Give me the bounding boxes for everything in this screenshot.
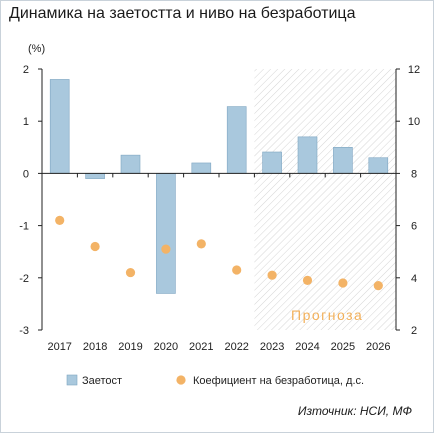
unemployment-point xyxy=(232,265,242,275)
x-tick-label: 2024 xyxy=(295,341,319,353)
bar xyxy=(49,79,70,174)
unemployment-point xyxy=(161,244,171,254)
x-tick-label: 2025 xyxy=(331,341,355,353)
legend-label-unemployment: Коефициент на безработица, д.с. xyxy=(193,375,364,387)
x-tick-label: 2021 xyxy=(189,341,213,353)
right-tick-label: 10 xyxy=(408,116,420,128)
x-tick-label: 2017 xyxy=(47,341,71,353)
unemployment-point xyxy=(373,281,383,291)
unemployment-point xyxy=(125,267,136,278)
source-note: Източник: НСИ, МФ xyxy=(297,404,412,418)
unemployment-point xyxy=(267,270,277,280)
bar xyxy=(333,147,353,174)
left-tick-label: 0 xyxy=(23,168,29,180)
right-tick-label: 12 xyxy=(408,64,420,76)
bar xyxy=(85,173,105,179)
bar xyxy=(226,106,247,174)
legend-swatch-employment xyxy=(66,374,78,386)
right-tick-label: 4 xyxy=(411,273,417,285)
right-tick-label: 6 xyxy=(411,221,417,233)
legend-swatch-unemployment xyxy=(176,375,186,385)
unemployment-point xyxy=(90,241,100,252)
legend-label-employment: Заетост xyxy=(82,375,122,387)
unemployment-point xyxy=(338,278,348,288)
left-tick-label: 1 xyxy=(23,116,29,128)
unemployment-point xyxy=(302,275,313,286)
forecast-region xyxy=(254,69,396,330)
unemployment-point xyxy=(196,239,206,249)
left-tick-label: -1 xyxy=(19,221,29,233)
x-tick-label: 2023 xyxy=(260,341,284,353)
x-tick-label: 2019 xyxy=(118,341,142,353)
x-tick-label: 2020 xyxy=(154,341,178,353)
left-tick-label: 2 xyxy=(23,64,29,76)
chart-title: Динамика на заетостта и ниво на безработ… xyxy=(9,5,356,22)
x-tick-label: 2026 xyxy=(366,341,390,353)
bar xyxy=(368,157,389,174)
bar xyxy=(297,136,318,174)
left-tick-label: -2 xyxy=(19,273,29,285)
forecast-label: Прогноза xyxy=(291,307,363,323)
x-tick-label: 2022 xyxy=(224,341,248,353)
left-tick-label: -3 xyxy=(19,325,29,337)
bar xyxy=(262,151,282,174)
right-tick-label: 8 xyxy=(411,168,417,180)
unemployment-point xyxy=(55,215,65,225)
bar xyxy=(156,173,176,294)
x-tick-label: 2018 xyxy=(83,341,107,353)
bar xyxy=(191,162,212,174)
bar xyxy=(120,154,141,174)
left-axis-label: (%) xyxy=(28,43,45,55)
right-tick-label: 2 xyxy=(411,325,417,337)
